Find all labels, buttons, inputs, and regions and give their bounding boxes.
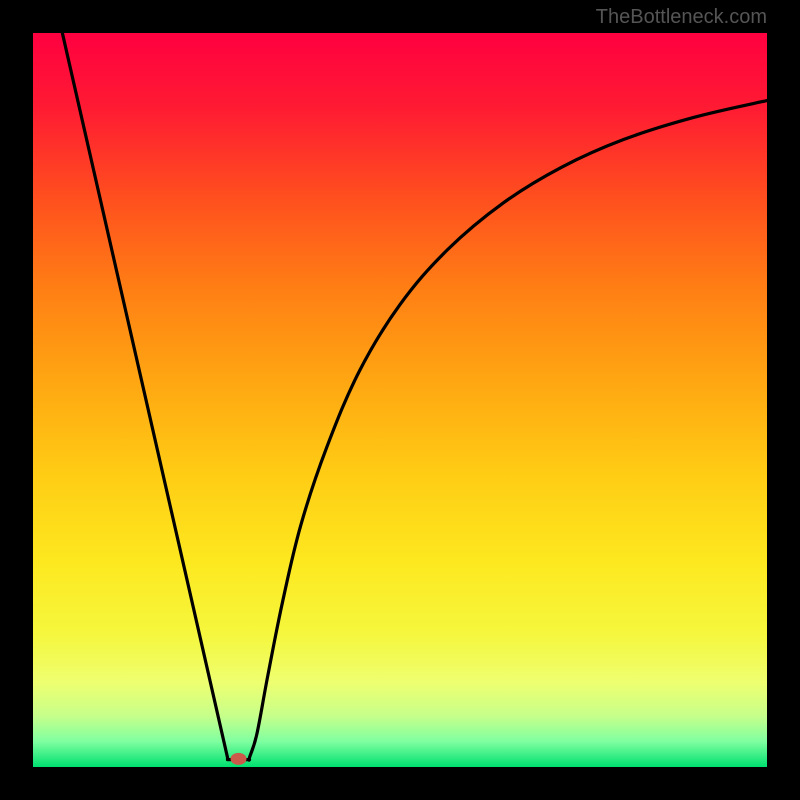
chart-root: TheBottleneck.com xyxy=(0,0,800,800)
plot-background-gradient xyxy=(33,33,767,767)
chart-svg xyxy=(0,0,800,800)
optimum-marker xyxy=(231,753,247,765)
branding-watermark: TheBottleneck.com xyxy=(596,6,767,29)
